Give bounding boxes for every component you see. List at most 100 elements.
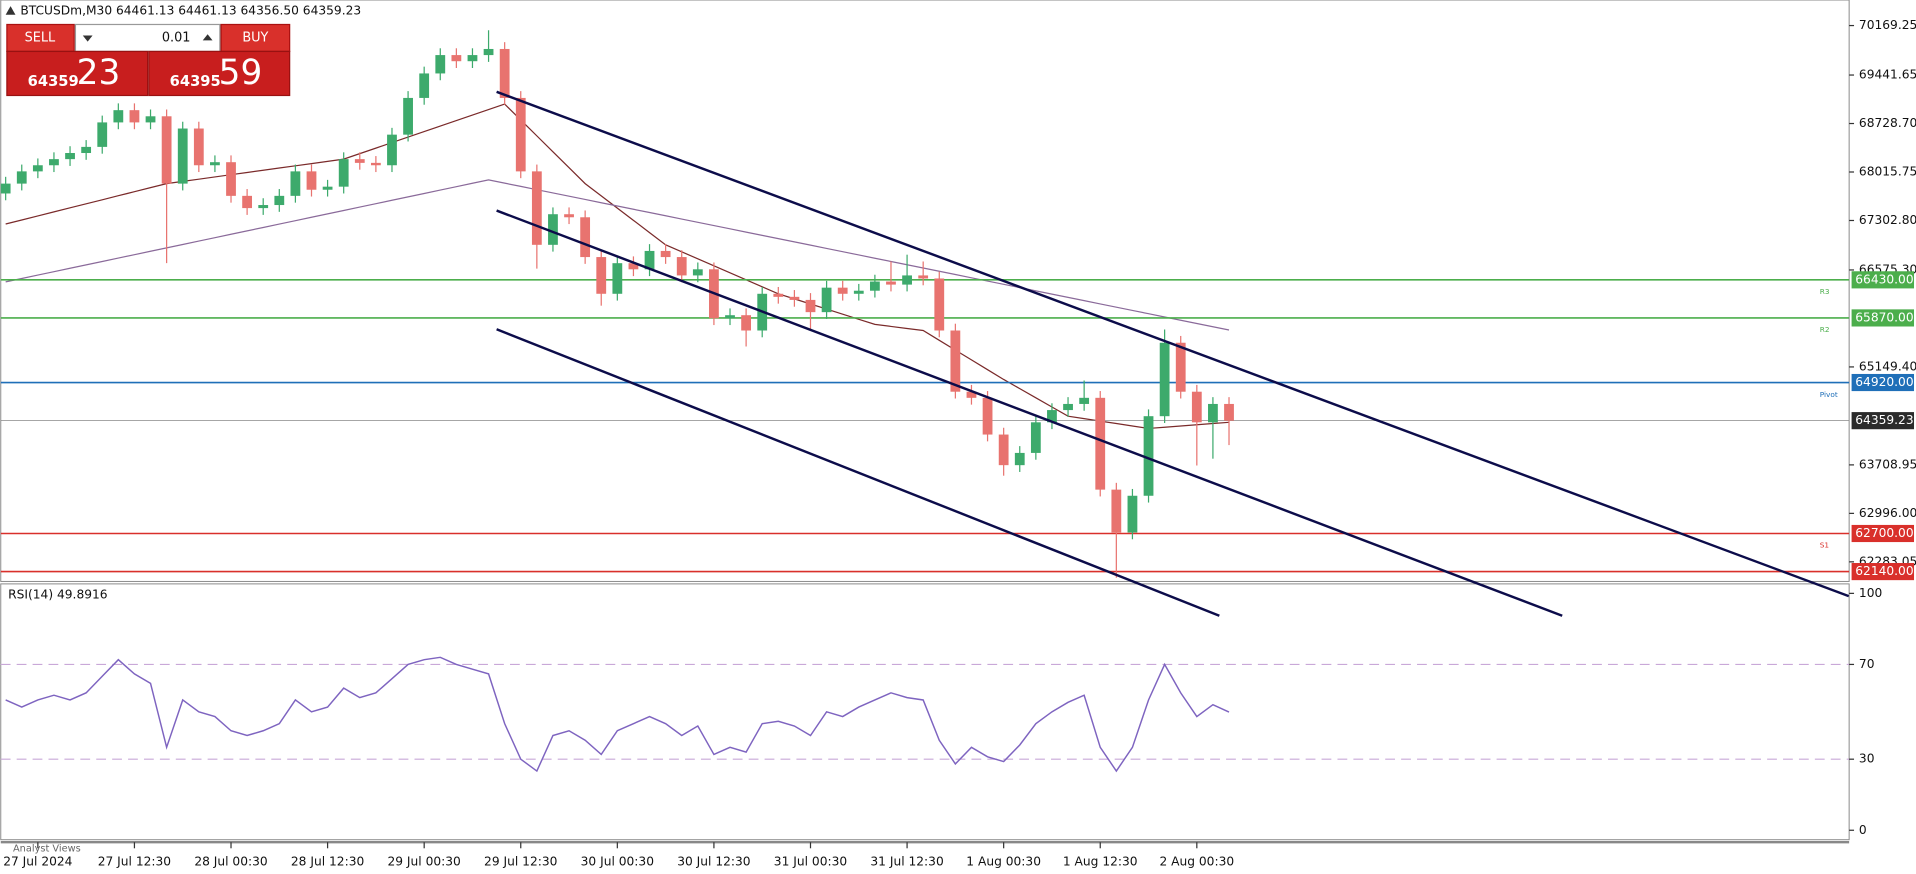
candle-body: [81, 146, 92, 154]
ask-pips: 59: [219, 53, 263, 93]
candle-body: [451, 55, 462, 62]
candle-body: [998, 434, 1009, 466]
candle-body: [226, 162, 236, 196]
sell-label: SELL: [25, 30, 56, 45]
candle-body: [1111, 489, 1122, 533]
channel-line: [496, 90, 1850, 598]
candle-body: [644, 250, 655, 270]
candle-body: [886, 281, 896, 285]
rsi-tick-label: 70: [1859, 657, 1875, 671]
candle-body: [789, 296, 800, 300]
candle-body: [483, 48, 494, 56]
candle-body: [258, 205, 269, 209]
candle-body: [1143, 416, 1154, 496]
candle-body: [1095, 397, 1106, 490]
ask-main: 64395: [170, 73, 221, 90]
candle-body: [692, 269, 703, 276]
candle-body: [177, 128, 188, 184]
x-tick-label: 1 Aug 12:30: [1063, 854, 1138, 868]
candle-body: [1047, 410, 1057, 423]
y-tick-label: 67302.80: [1859, 213, 1916, 227]
bid-pips: 23: [77, 53, 121, 93]
current-price-label: 64359.23: [1855, 413, 1913, 427]
candle-body: [869, 281, 880, 291]
rsi-pane: [0, 583, 1850, 841]
candle-body: [660, 250, 671, 258]
candle-body: [1208, 403, 1218, 423]
candle-body: [1224, 403, 1234, 421]
level-label: 65870.00: [1855, 310, 1913, 324]
candle-body: [113, 110, 124, 123]
candle-body: [628, 263, 639, 270]
x-tick-label: 31 Jul 12:30: [870, 854, 943, 868]
candle-body: [290, 171, 301, 196]
level-label-box: [1851, 309, 1915, 327]
candle-body: [65, 153, 75, 160]
candle-body: [805, 299, 816, 313]
bid-main: 64359: [28, 73, 79, 90]
candle-body: [1063, 403, 1073, 411]
rsi-line: [5, 656, 1230, 773]
candle-body: [837, 287, 848, 294]
symbol-header: BTCUSDm,M30 64461.13 64461.13 64356.50 6…: [20, 4, 361, 18]
candle-body: [950, 330, 961, 392]
ask-box[interactable]: [148, 50, 291, 97]
level-label: 62700.00: [1855, 526, 1913, 540]
channel-line: [496, 328, 1220, 617]
volume-box[interactable]: [74, 23, 221, 53]
candle-body: [902, 275, 912, 285]
level-tag: R2: [1820, 325, 1830, 334]
y-tick-label: 65149.40: [1859, 359, 1916, 373]
candle-body: [853, 290, 864, 294]
candle-body: [467, 55, 478, 62]
candle-body: [387, 134, 397, 166]
current-price-box: [1851, 412, 1915, 430]
x-tick-label: 31 Jul 00:30: [774, 854, 847, 868]
level-label-box: [1851, 271, 1915, 289]
candle-body: [1014, 452, 1025, 466]
candle-body: [32, 165, 43, 172]
moving-average: [5, 103, 1230, 430]
candle-body: [596, 257, 607, 294]
y-tick-label: 62996.00: [1859, 506, 1916, 520]
candle-body: [322, 186, 333, 190]
buy-label: BUY: [242, 30, 268, 45]
candle-body: [580, 217, 591, 258]
analyst-views-tab[interactable]: Analyst Views: [13, 843, 81, 854]
x-tick-label: 30 Jul 12:30: [677, 854, 750, 868]
level-tag: S1: [1820, 541, 1829, 550]
candle-body: [564, 214, 574, 218]
candle-body: [982, 397, 993, 435]
level-label-box: [1851, 524, 1915, 543]
candle-body: [145, 116, 156, 123]
channel-line: [496, 209, 1563, 617]
level-label: 64920.00: [1855, 375, 1913, 389]
y-tick-label: 68728.70: [1859, 116, 1916, 130]
volume-up[interactable]: [202, 34, 213, 41]
volume-down[interactable]: [82, 35, 93, 42]
candle-body: [1079, 397, 1090, 404]
candle-body: [1175, 342, 1186, 392]
rsi-tick-label: 0: [1859, 823, 1867, 837]
candle-body: [403, 97, 413, 135]
candle-body: [435, 55, 446, 74]
candle-body: [676, 257, 687, 276]
candle-body: [966, 391, 977, 398]
level-label: 62140.00: [1855, 564, 1913, 578]
candle-body: [1030, 422, 1041, 453]
volume-value: 0.01: [162, 30, 191, 45]
y-tick-label: 68015.75: [1859, 165, 1916, 179]
candle-body: [1159, 342, 1170, 417]
y-tick-label: 70169.25: [1859, 18, 1916, 32]
x-tick-label: 29 Jul 00:30: [387, 854, 460, 868]
level-tag: R3: [1820, 287, 1830, 296]
candle-body: [1127, 495, 1138, 533]
candle-body: [821, 287, 832, 313]
candle-body: [129, 110, 140, 123]
collapse-icon[interactable]: [5, 6, 16, 15]
candle-body: [934, 278, 945, 331]
bid-box[interactable]: [6, 50, 149, 97]
candle-body: [548, 214, 558, 245]
